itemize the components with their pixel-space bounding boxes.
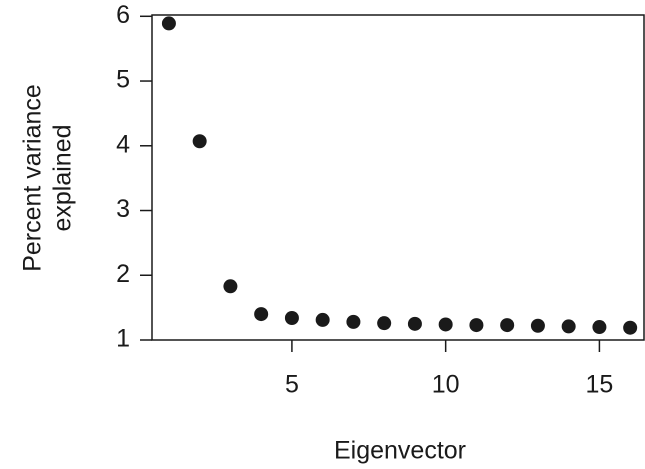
point xyxy=(592,320,607,335)
point xyxy=(254,307,269,322)
point xyxy=(161,16,176,31)
point xyxy=(192,134,207,149)
point xyxy=(623,320,638,335)
x-axis-label: Eigenvector xyxy=(334,437,466,465)
y-tick-label: 1 xyxy=(116,325,130,353)
y-tick-label: 3 xyxy=(116,195,130,223)
point xyxy=(346,314,361,329)
x-tick-label: 15 xyxy=(586,371,614,399)
y-tick-label: 2 xyxy=(116,260,130,288)
y-axis-label: explained xyxy=(49,124,77,231)
x-tick-label: 5 xyxy=(285,371,299,399)
y-tick-label: 6 xyxy=(116,1,130,29)
point xyxy=(284,310,299,325)
plot-frame xyxy=(151,14,645,341)
x-tick-label: 10 xyxy=(432,371,460,399)
point xyxy=(438,317,453,332)
point xyxy=(315,312,330,327)
point xyxy=(500,318,515,333)
point xyxy=(223,279,238,294)
point xyxy=(407,316,422,331)
point xyxy=(377,316,392,331)
y-tick-label: 4 xyxy=(116,130,130,158)
y-axis-label: Percent variance xyxy=(19,84,47,272)
point xyxy=(561,319,576,334)
point xyxy=(530,318,545,333)
point xyxy=(469,318,484,333)
y-tick-label: 5 xyxy=(116,66,130,94)
